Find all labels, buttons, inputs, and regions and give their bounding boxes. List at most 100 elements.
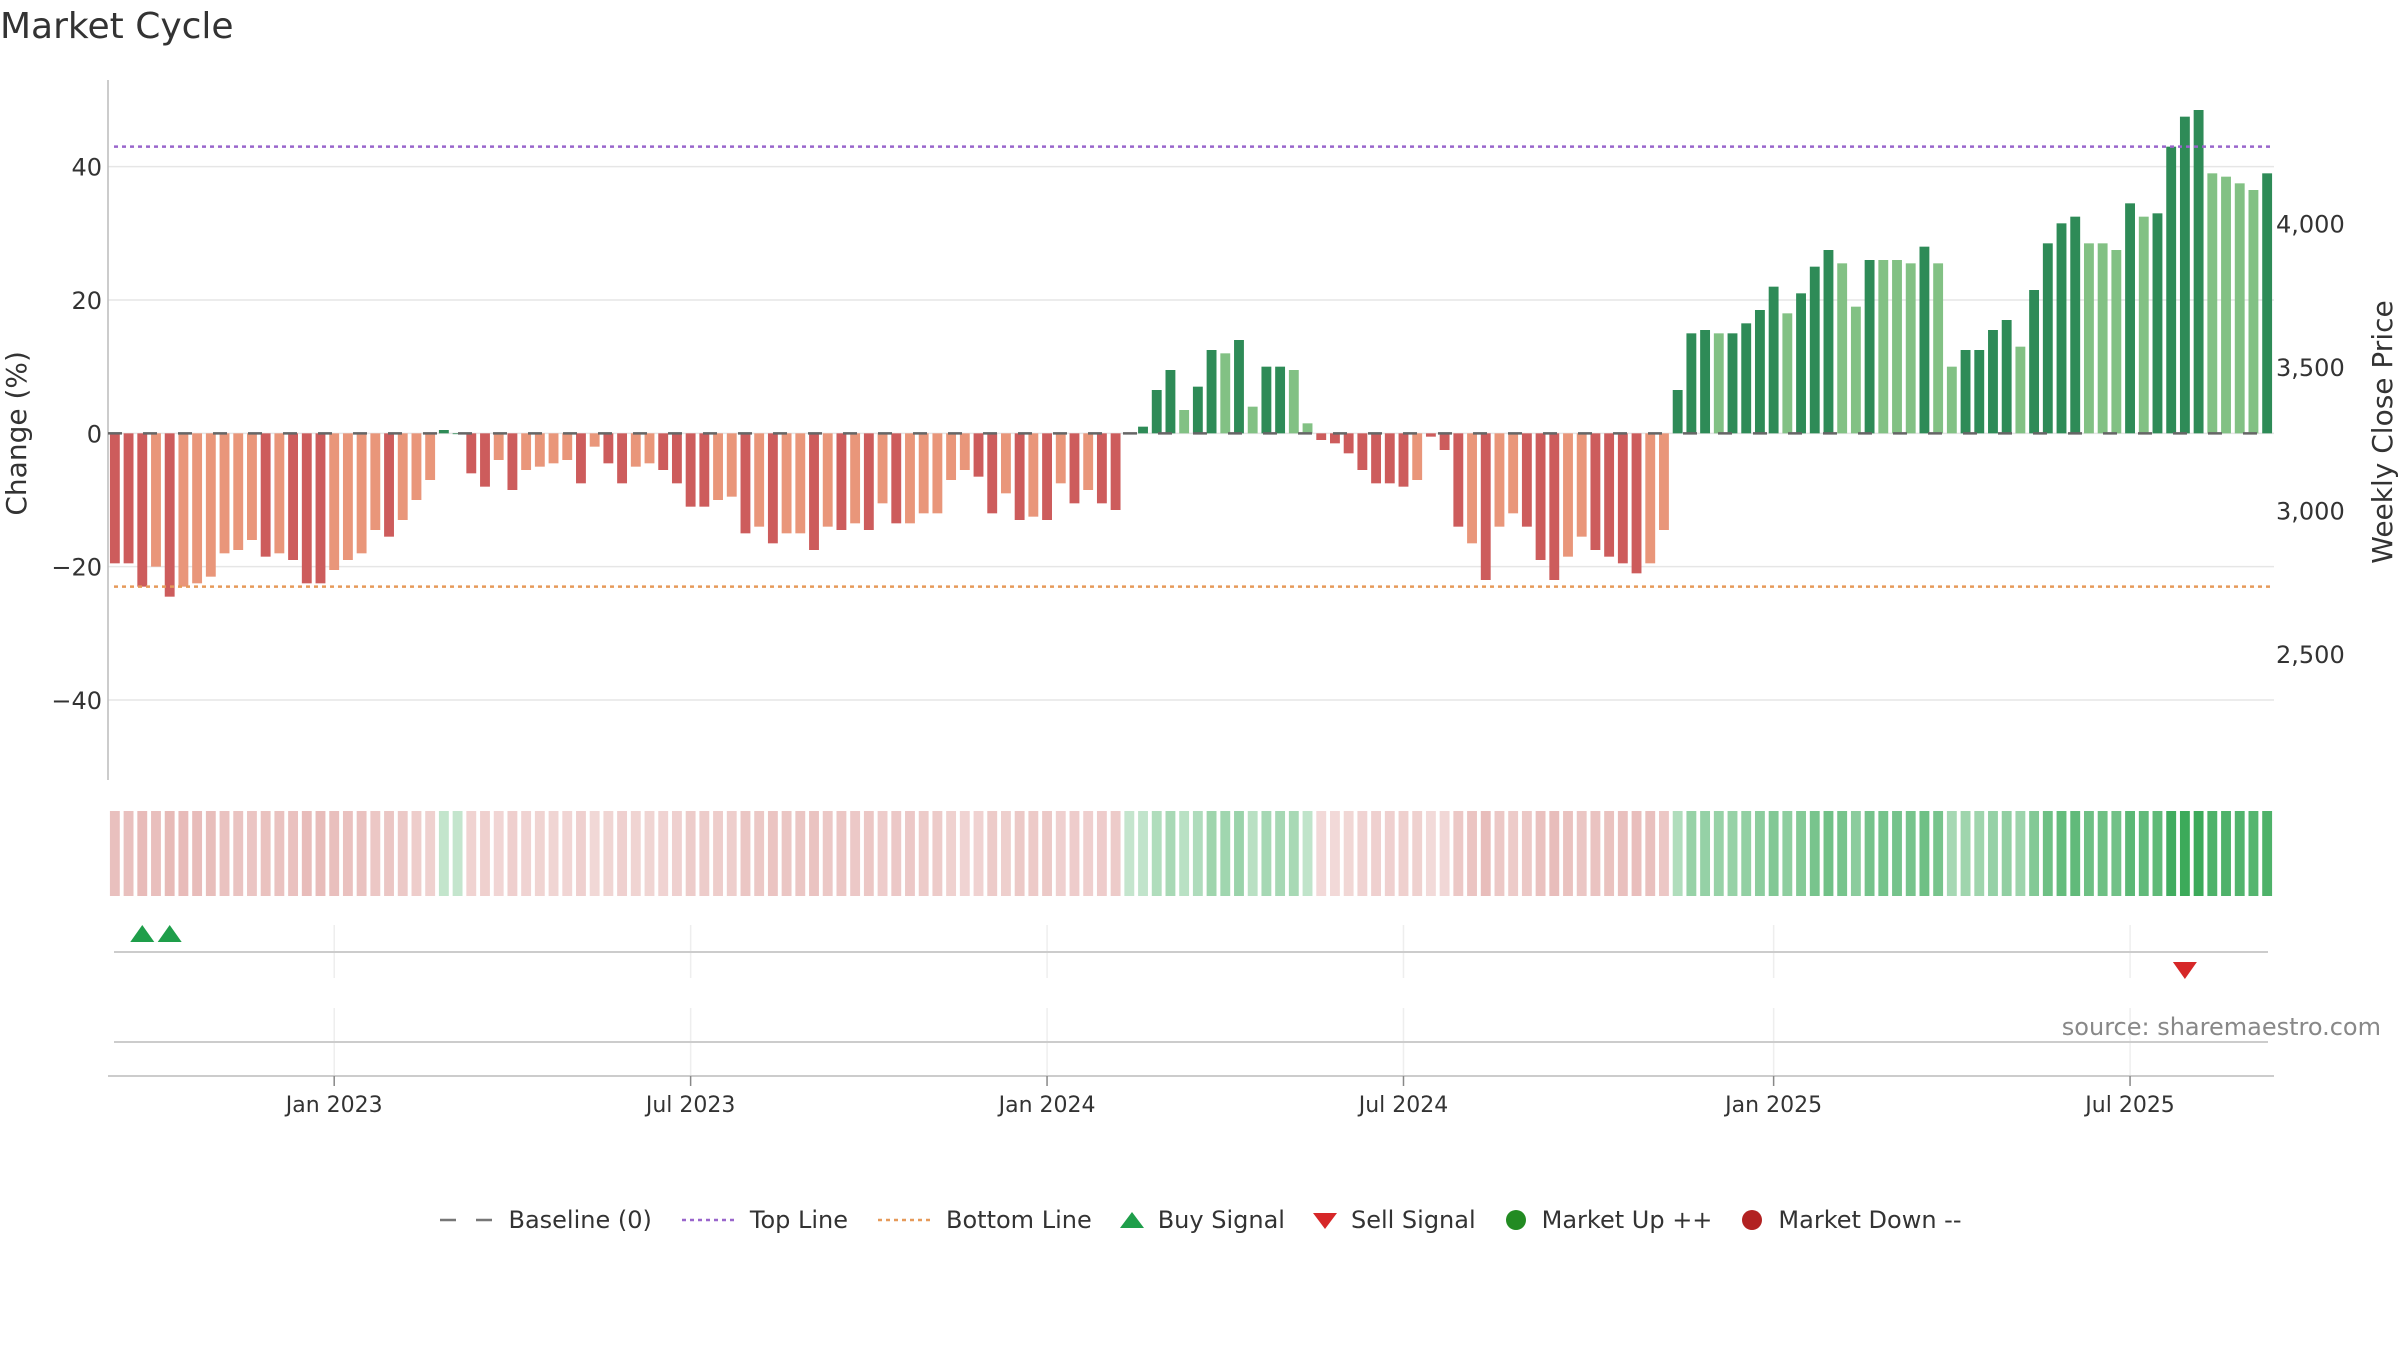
bar <box>617 433 628 484</box>
bar <box>809 433 819 550</box>
heat-cell <box>1028 811 1039 896</box>
heat-cell <box>1247 811 1258 896</box>
heat-cell <box>1330 811 1340 896</box>
circle-icon <box>1742 1210 1763 1230</box>
bar <box>822 433 833 527</box>
bar <box>1919 246 1930 434</box>
legend-item: Sell Signal <box>1312 1206 1476 1234</box>
heat-cell <box>1754 811 1765 896</box>
chart-legend: Baseline (0) Top Line Bottom Line Buy Signa… <box>0 1206 2400 1234</box>
heat-cell <box>671 811 682 896</box>
heat-cell <box>1645 811 1656 896</box>
heat-cell <box>342 811 353 896</box>
heat-cell <box>2166 811 2177 896</box>
bar <box>274 433 285 554</box>
legend-label: Bottom Line <box>946 1206 1092 1234</box>
heat-cell <box>1933 811 1944 896</box>
heat-cell <box>480 811 490 896</box>
bar <box>233 433 244 550</box>
bar <box>630 433 641 467</box>
heat-cell <box>288 811 299 896</box>
bar <box>1275 366 1286 434</box>
heat-cell <box>1110 811 1121 896</box>
heat-cell <box>1796 811 1806 896</box>
bar <box>438 430 449 434</box>
bar <box>1069 433 1080 504</box>
bar <box>1974 350 1985 434</box>
bar <box>1247 406 1258 434</box>
heat-cell <box>329 811 340 896</box>
bar <box>1590 433 1601 550</box>
dash-line-icon <box>440 1218 493 1222</box>
bar <box>1768 286 1779 434</box>
heat-cell <box>1617 811 1628 896</box>
heat-cell <box>2111 811 2122 896</box>
bar <box>1192 386 1203 434</box>
bar <box>1617 433 1628 564</box>
heat-cell <box>1261 811 1272 896</box>
dotted-line-icon <box>878 1218 931 1222</box>
x-tick-label: Jan 2023 <box>284 1093 383 1118</box>
heat-cell <box>1809 811 1820 896</box>
heat-cell <box>617 811 628 896</box>
bar <box>781 433 792 534</box>
y-tick-label: −20 <box>51 554 102 582</box>
bar <box>589 433 600 447</box>
bar <box>2070 216 2081 434</box>
heat-cell <box>795 811 806 896</box>
bar <box>1467 433 1477 544</box>
heat-cell <box>438 811 449 896</box>
heat-cell <box>767 811 778 896</box>
heat-cell <box>1234 811 1244 896</box>
dotted-line-icon <box>681 1218 734 1222</box>
heat-cell <box>2070 811 2081 896</box>
bar <box>1809 266 1820 434</box>
heat-cell <box>987 811 998 896</box>
heat-cell <box>1905 811 1916 896</box>
bar <box>877 433 888 504</box>
bar <box>603 433 614 464</box>
heat-cell <box>863 811 874 896</box>
heat-cell <box>822 811 833 896</box>
bar <box>1288 370 1299 434</box>
heat-cell <box>603 811 614 896</box>
heat-cell <box>1083 811 1094 896</box>
y2-tick-label: 3,000 <box>2276 497 2345 525</box>
heat-cell <box>562 811 573 896</box>
bar <box>1878 260 1889 434</box>
buy-signal-marker <box>157 925 182 942</box>
heat-cell <box>2248 811 2259 896</box>
bar <box>2221 176 2231 434</box>
bar <box>1014 433 1025 520</box>
heat-cell <box>219 811 230 896</box>
heat-cell <box>1741 811 1752 896</box>
circle-icon <box>1505 1210 1526 1230</box>
bar <box>685 433 696 507</box>
heat-cell <box>1412 811 1423 896</box>
heat-cell <box>1480 811 1491 896</box>
bar <box>1850 306 1861 434</box>
heat-cell <box>1494 811 1505 896</box>
heat-cell <box>644 811 655 896</box>
bar <box>1782 313 1793 434</box>
heat-cell <box>1288 811 1299 896</box>
bar <box>2152 213 2163 434</box>
heat-cell <box>2083 811 2094 896</box>
x-tick-label: Jan 2024 <box>997 1093 1096 1118</box>
heat-cell <box>1727 811 1738 896</box>
heat-cell <box>2097 811 2108 896</box>
y-tick-label: 40 <box>71 154 102 182</box>
heat-cell <box>274 811 285 896</box>
heat-cell <box>137 811 148 896</box>
heat-cell <box>123 811 134 896</box>
bar <box>507 433 518 490</box>
heat-cell <box>1535 811 1546 896</box>
heat-cell <box>260 811 271 896</box>
heat-cell <box>192 811 203 896</box>
heat-cell <box>1069 811 1080 896</box>
heat-cell <box>1138 811 1148 896</box>
legend-item: Top Line <box>680 1206 848 1234</box>
bar <box>1096 433 1107 504</box>
bar <box>2125 203 2135 434</box>
